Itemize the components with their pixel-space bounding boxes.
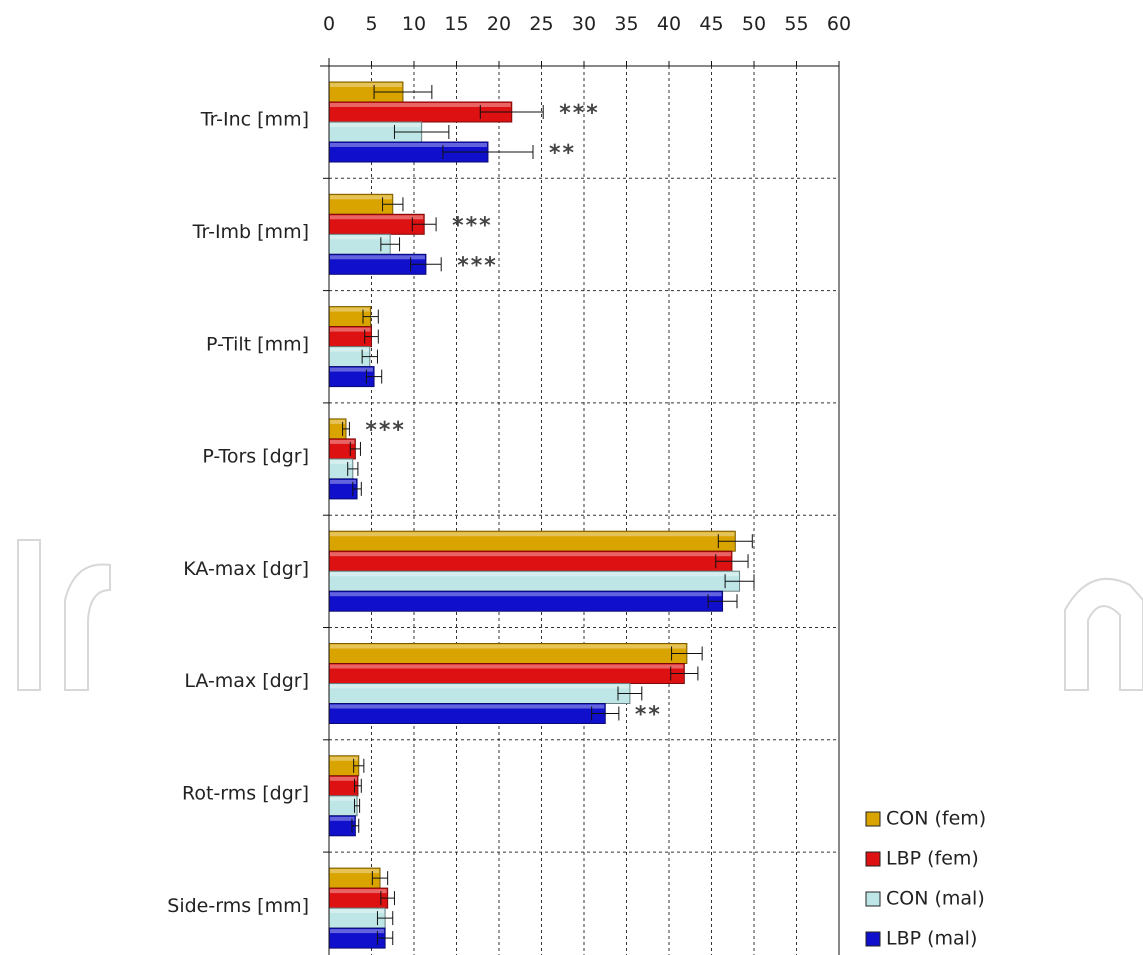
legend-label: LBP (mal) [886,928,977,950]
x-tick-label: 35 [614,13,638,35]
x-tick-label: 50 [742,13,766,35]
x-tick-label: 0 [323,13,335,35]
bar-highlight [330,909,385,914]
x-tick-label: 5 [365,13,377,35]
bar-highlight [330,869,379,874]
legend-swatch [865,891,881,907]
bar-highlight [330,684,629,689]
legend-swatch [865,851,881,867]
significance-label: ** [635,703,662,728]
bar-highlight [330,235,390,240]
bar-highlight [330,532,735,537]
category-label: Tr-Inc [mm] [200,109,309,131]
gridlines [329,66,840,955]
significance-label: *** [365,418,406,443]
category-label: LA-max [dgr] [184,670,309,692]
category-label: P-Tors [dgr] [202,446,309,468]
bar-highlight [330,195,392,200]
x-tick-label: 30 [572,13,596,35]
bar-highlight [330,929,385,934]
bar-highlight [330,143,487,147]
bar-highlight [330,215,424,220]
x-tick-label: 15 [444,13,468,35]
legend-swatch [865,931,881,947]
bar-highlight [330,796,357,801]
bar-highlight [330,123,421,127]
bar-highlight [330,776,357,781]
bar-highlight [330,572,739,577]
x-tick-label: 10 [402,13,426,35]
bar-highlight [330,459,352,464]
legend-label: CON (mal) [886,888,985,910]
category-label: Rot-rms [dgr] [182,782,309,804]
bar-highlight [330,889,387,894]
legend-label: LBP (fem) [886,848,979,870]
significance-label: ** [549,141,576,166]
x-tick-label: 40 [657,13,681,35]
bar-highlight [330,255,425,260]
x-tick-label: 20 [487,13,511,35]
category-labels: Tr-Inc [mm] Tr-Imb [mm] P-Tilt [mm] P-Tors … [167,109,309,917]
bar-highlight [330,664,684,669]
significance-label: *** [457,253,498,278]
category-label: KA-max [dgr] [183,558,309,580]
significance-annotations: **************** [365,101,662,728]
bars [328,81,755,949]
legend-label: CON (fem) [886,808,986,830]
axes [320,58,840,955]
bar-highlight [330,644,686,649]
x-axis-ticks: 0 5 10 15 20 25 30 35 40 45 50 55 60 [323,13,851,35]
bar-highlight [330,367,374,372]
bar-highlight [330,347,369,352]
watermark [17,539,1143,691]
x-tick-label: 55 [784,13,808,35]
category-label: Side-rms [mm] [167,895,309,917]
x-tick-label: 45 [699,13,723,35]
bar-highlight [330,756,358,761]
bar-highlight [330,307,370,312]
bar-highlight [330,439,355,444]
category-label: Tr-Imb [mm] [192,221,309,243]
bar-highlight [330,552,731,557]
bar-highlight [330,103,511,107]
legend: CON (fem) LBP (fem) CON (mal) LBP (mal) [865,808,986,950]
legend-swatch [865,811,881,827]
bar-highlight [330,327,371,332]
category-label: P-Tilt [mm] [206,333,309,355]
x-tick-label: 60 [827,13,851,35]
bar-highlight [330,816,355,821]
bar-highlight [330,704,605,709]
bar-highlight [330,592,722,597]
significance-label: *** [452,213,493,238]
bar-highlight [330,479,357,484]
significance-label: *** [559,101,600,126]
x-tick-label: 25 [529,13,553,35]
bar-highlight [330,419,345,424]
bar-highlight [330,83,402,87]
